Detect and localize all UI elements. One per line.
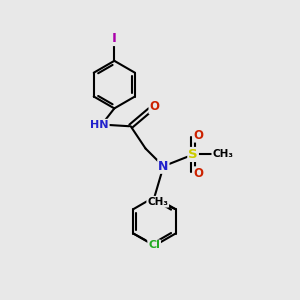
Text: O: O (194, 167, 203, 180)
Text: HN: HN (90, 120, 109, 130)
Text: CH₃: CH₃ (147, 197, 168, 207)
Text: O: O (194, 129, 203, 142)
Text: I: I (112, 32, 117, 45)
Text: S: S (188, 148, 198, 161)
Text: CH₃: CH₃ (212, 149, 233, 160)
Text: O: O (149, 100, 160, 113)
Text: Cl: Cl (148, 240, 160, 250)
Text: N: N (158, 160, 169, 173)
